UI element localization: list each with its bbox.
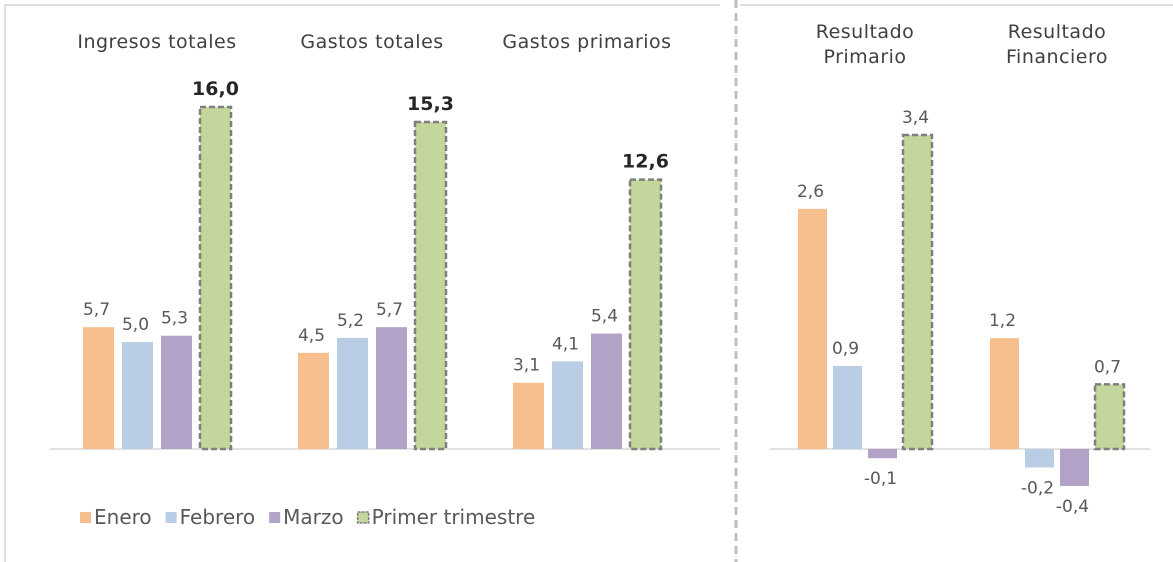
legend-label: Primer trimestre (372, 505, 536, 529)
bar (1025, 449, 1054, 468)
data-label: 2,6 (797, 182, 824, 202)
bar (591, 333, 622, 449)
data-label: 4,5 (298, 326, 325, 346)
data-label: 3,4 (902, 108, 929, 128)
category-label: Gastos totales (300, 31, 444, 53)
data-label: 16,0 (192, 78, 239, 100)
data-label: 5,0 (122, 315, 149, 335)
data-label: 0,9 (832, 339, 859, 359)
data-label: 5,2 (337, 311, 364, 331)
bar (990, 338, 1019, 449)
bar (122, 342, 153, 449)
legend-label: Marzo (283, 505, 343, 529)
data-label: 12,6 (622, 151, 669, 173)
bar (1093, 383, 1126, 451)
data-label: 15,3 (407, 93, 454, 115)
data-label: 3,1 (513, 356, 540, 376)
bar (376, 327, 407, 449)
data-label: -0,4 (1056, 497, 1089, 517)
data-label: -0,1 (864, 469, 897, 489)
data-label: 5,7 (83, 300, 110, 320)
legend-swatch (80, 512, 91, 523)
data-label: 5,3 (161, 309, 188, 329)
category-label: Ingresos totales (77, 31, 237, 53)
bar (901, 133, 934, 451)
bar (833, 365, 862, 449)
bar (798, 208, 827, 449)
legend-label: Febrero (180, 505, 256, 529)
category-label: Resultado Primario (815, 21, 915, 68)
legend-swatch (165, 512, 177, 523)
data-label: 5,7 (376, 300, 403, 320)
bar (161, 335, 192, 449)
bar (413, 120, 448, 451)
data-label: 4,1 (552, 334, 579, 354)
bar (198, 105, 233, 451)
data-label: -0,2 (1021, 478, 1054, 498)
legend-swatch (269, 512, 281, 523)
bar (868, 449, 897, 459)
data-label: 0,7 (1094, 357, 1121, 377)
data-label: 1,2 (989, 311, 1016, 331)
category-label: Resultado Financiero (1006, 21, 1108, 68)
bar (628, 178, 663, 451)
bar (337, 337, 368, 449)
bar (83, 327, 114, 449)
bar (298, 352, 329, 449)
bar (1060, 449, 1089, 486)
legend-swatch (356, 511, 370, 524)
category-label: Gastos primarios (502, 31, 672, 53)
legend-label: Enero (94, 505, 152, 529)
bar (552, 361, 583, 449)
bar (513, 382, 544, 449)
data-label: 5,4 (591, 307, 618, 327)
